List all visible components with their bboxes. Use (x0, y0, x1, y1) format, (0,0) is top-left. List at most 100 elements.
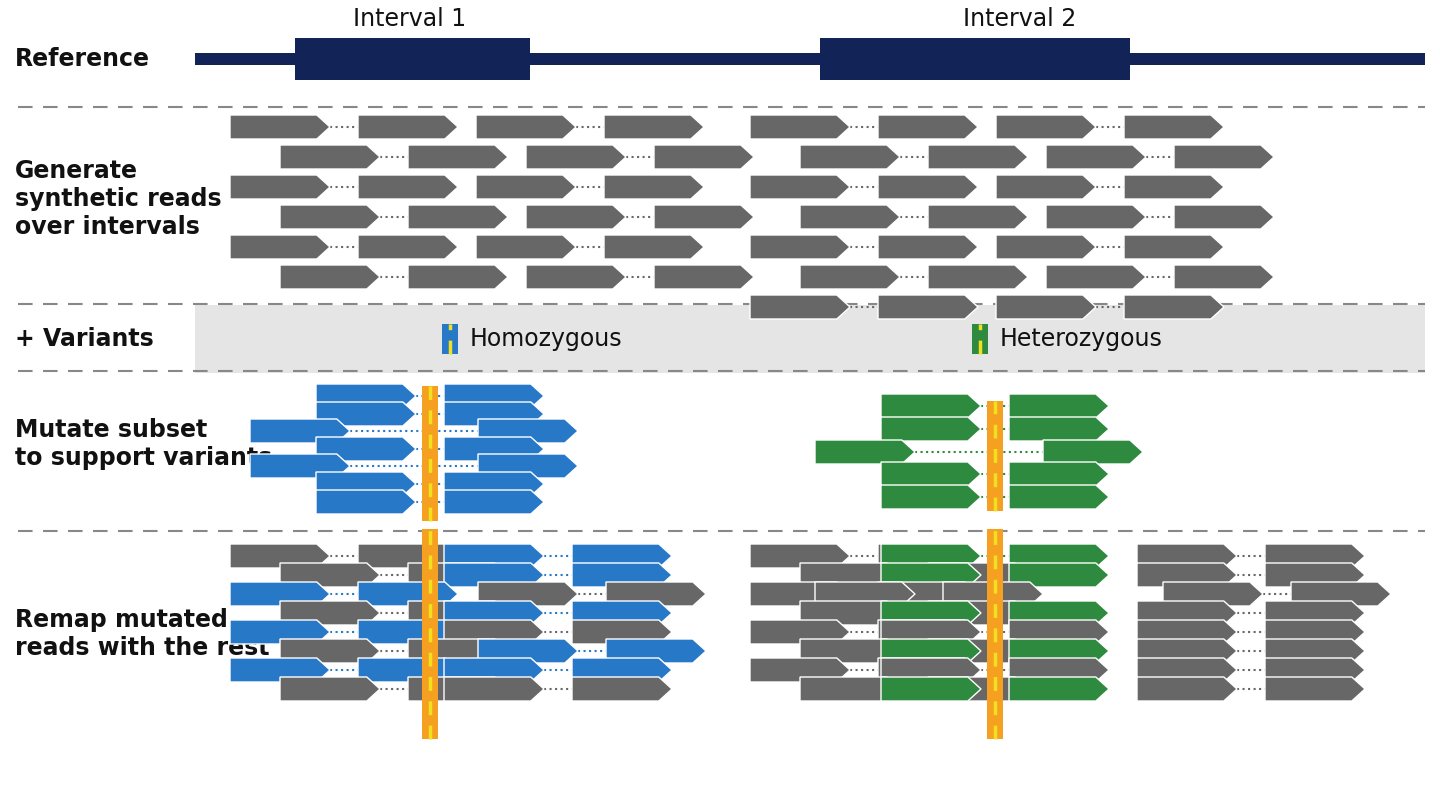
Text: Interval 2: Interval 2 (963, 7, 1077, 31)
Polygon shape (1009, 462, 1109, 486)
Polygon shape (878, 115, 978, 139)
Polygon shape (408, 639, 508, 663)
Polygon shape (603, 115, 704, 139)
Polygon shape (750, 115, 850, 139)
Bar (194, 305, 1426, 373)
Polygon shape (408, 265, 508, 289)
Text: Interval 1: Interval 1 (353, 7, 467, 31)
Bar (422, 386, 438, 521)
Polygon shape (279, 563, 380, 587)
Bar (194, 53, 1426, 65)
Polygon shape (927, 265, 1028, 289)
Polygon shape (878, 175, 978, 199)
Polygon shape (477, 235, 576, 259)
Polygon shape (996, 235, 1096, 259)
Polygon shape (881, 462, 981, 486)
Polygon shape (572, 677, 672, 701)
Polygon shape (927, 601, 1028, 625)
Polygon shape (444, 677, 544, 701)
Polygon shape (315, 437, 416, 461)
Polygon shape (572, 620, 672, 644)
Polygon shape (1264, 563, 1365, 587)
Polygon shape (927, 563, 1028, 587)
Polygon shape (878, 235, 978, 259)
Polygon shape (1009, 677, 1109, 701)
Polygon shape (1009, 394, 1109, 418)
Polygon shape (801, 145, 900, 169)
Polygon shape (1138, 620, 1237, 644)
Polygon shape (927, 639, 1028, 663)
Bar (986, 529, 1004, 739)
Polygon shape (478, 582, 577, 606)
Polygon shape (315, 402, 416, 426)
Polygon shape (801, 601, 900, 625)
Text: Generate
synthetic reads
over intervals: Generate synthetic reads over intervals (14, 159, 222, 239)
Polygon shape (1009, 544, 1109, 568)
Polygon shape (279, 677, 380, 701)
Polygon shape (408, 677, 508, 701)
Polygon shape (881, 544, 981, 568)
Text: Reference: Reference (14, 47, 150, 71)
Polygon shape (750, 582, 850, 606)
Polygon shape (359, 175, 458, 199)
Polygon shape (444, 563, 544, 587)
Polygon shape (878, 582, 978, 606)
Polygon shape (251, 419, 350, 443)
Polygon shape (444, 437, 544, 461)
Polygon shape (477, 175, 576, 199)
Polygon shape (996, 175, 1096, 199)
Polygon shape (572, 658, 672, 682)
Polygon shape (996, 295, 1096, 319)
Polygon shape (801, 265, 900, 289)
Polygon shape (1138, 601, 1237, 625)
Polygon shape (251, 454, 350, 478)
Polygon shape (526, 265, 626, 289)
Polygon shape (408, 563, 508, 587)
Polygon shape (1125, 295, 1224, 319)
Bar (972, 324, 988, 354)
Polygon shape (943, 582, 1043, 606)
Polygon shape (572, 601, 672, 625)
Polygon shape (654, 265, 755, 289)
Text: Homozygous: Homozygous (469, 327, 622, 351)
Polygon shape (478, 454, 577, 478)
Polygon shape (654, 205, 755, 229)
Polygon shape (359, 115, 458, 139)
Polygon shape (230, 235, 330, 259)
Polygon shape (878, 658, 978, 682)
Polygon shape (1138, 639, 1237, 663)
Polygon shape (279, 265, 380, 289)
Polygon shape (572, 544, 672, 568)
Polygon shape (1292, 582, 1391, 606)
Polygon shape (750, 175, 850, 199)
Polygon shape (996, 115, 1096, 139)
Polygon shape (603, 175, 704, 199)
Polygon shape (230, 115, 330, 139)
Polygon shape (1045, 205, 1146, 229)
Polygon shape (881, 639, 981, 663)
Polygon shape (815, 582, 914, 606)
Polygon shape (815, 440, 914, 464)
Polygon shape (881, 485, 981, 509)
Polygon shape (881, 563, 981, 587)
Polygon shape (478, 639, 577, 663)
Polygon shape (478, 419, 577, 443)
Polygon shape (750, 295, 850, 319)
Polygon shape (279, 601, 380, 625)
Polygon shape (279, 145, 380, 169)
Polygon shape (881, 417, 981, 441)
Polygon shape (1174, 205, 1274, 229)
Polygon shape (279, 205, 380, 229)
Polygon shape (444, 402, 544, 426)
Polygon shape (359, 620, 458, 644)
Polygon shape (1264, 658, 1365, 682)
Polygon shape (801, 639, 900, 663)
Polygon shape (408, 205, 508, 229)
Bar (819, 38, 1130, 80)
Polygon shape (315, 472, 416, 496)
Polygon shape (801, 205, 900, 229)
Polygon shape (279, 639, 380, 663)
Polygon shape (359, 658, 458, 682)
Polygon shape (1174, 145, 1274, 169)
Bar (422, 529, 438, 739)
